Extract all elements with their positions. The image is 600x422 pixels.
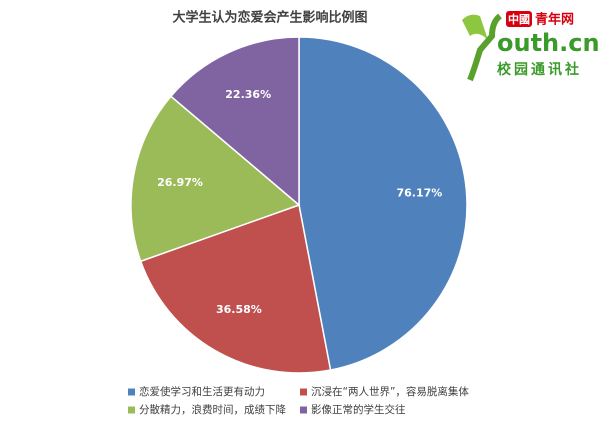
data-label: 36.58% bbox=[216, 303, 262, 316]
pie-slice bbox=[139, 204, 332, 374]
logo-name: 青年网 bbox=[535, 12, 574, 28]
pie-slice bbox=[298, 36, 468, 371]
pie-slice bbox=[169, 36, 300, 207]
data-label: 26.97% bbox=[157, 176, 203, 189]
legend-label: 影像正常的学生交往 bbox=[311, 403, 406, 416]
pie-slice bbox=[130, 95, 301, 263]
legend-label: 分散精力，浪费时间，成绩下降 bbox=[139, 403, 286, 416]
logo-brand: 中國 bbox=[508, 12, 530, 26]
legend-marker bbox=[300, 406, 307, 414]
legend-marker bbox=[128, 406, 135, 414]
logo-y bbox=[467, 13, 502, 82]
logo-leaf bbox=[462, 14, 488, 40]
logo-sub: 校园通讯社 bbox=[497, 61, 582, 78]
data-label: 76.17% bbox=[397, 187, 443, 200]
logo-badge bbox=[506, 11, 532, 27]
chart-title: 大学生认为恋爱会产生影响比例图 bbox=[172, 10, 367, 26]
legend-marker bbox=[128, 388, 135, 396]
legend-marker bbox=[300, 388, 307, 396]
logo-domain: outh.cn bbox=[497, 29, 600, 57]
data-label: 22.36% bbox=[225, 88, 271, 101]
legend-label: 恋爱使学习和生活更有动力 bbox=[139, 385, 265, 398]
logo: 中國 青年网 outh.cn 校园通讯社 bbox=[462, 11, 600, 82]
legend-label: 沉浸在“两人世界”，容易脱离集体 bbox=[311, 385, 469, 398]
